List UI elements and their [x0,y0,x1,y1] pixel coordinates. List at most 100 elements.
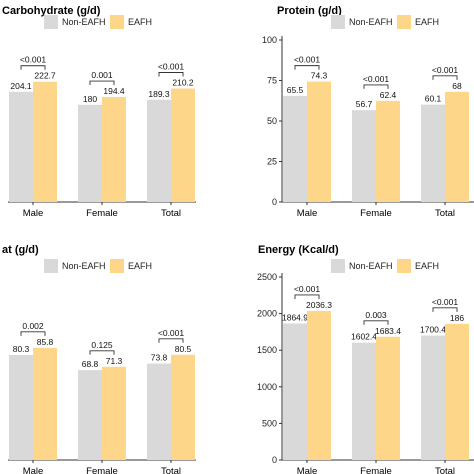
bar [307,81,331,202]
p-value-label: <0.001 [158,328,185,338]
bar [102,97,126,202]
bar [283,323,307,460]
legend-label: EAFH [128,17,152,27]
bar-value-label: 60.1 [425,94,442,104]
legend-swatch [110,15,124,29]
bar-value-label: 189.3 [148,89,170,99]
bar-value-label: 180 [83,94,97,104]
significance-bracket [432,307,458,312]
legend-label: Non-EAFH [62,17,106,27]
y-tick-label: 500 [262,418,277,428]
bar [171,88,195,202]
legend-label: Non-EAFH [62,261,106,271]
legend-swatch [331,259,345,273]
chart-panel-3: Energy (Kcal/d) Non-EAFH EAFH 0 500 1000 1500 2… [257,244,474,474]
y-tick-label: 1000 [257,382,277,392]
p-value-label: <0.001 [363,74,390,84]
x-category-label: Female [86,466,118,474]
x-category-label: Male [23,466,44,474]
x-category-label: Female [86,208,118,219]
bar [352,110,376,202]
bar-value-label: 210.2 [172,77,194,87]
significance-bracket [294,65,320,70]
bar-value-label: 222.7 [34,71,56,81]
bar-value-label: 194.4 [103,86,125,96]
legend-label: Non-EAFH [349,17,393,27]
bar [352,342,376,460]
bar [78,370,102,460]
bar [171,354,195,460]
bar-value-label: 68.8 [82,359,99,369]
chart-title: Energy (Kcal/d) [258,244,339,256]
bar [33,347,57,460]
p-value-label: <0.001 [20,55,47,65]
bar [445,323,469,460]
p-value-label: 0.003 [365,310,387,320]
y-tick-label: 75 [267,76,277,86]
p-value-label: 0.125 [91,340,113,350]
significance-bracket [89,80,115,86]
significance-bracket [158,338,184,343]
p-value-label: <0.001 [432,65,459,75]
bar [421,335,445,460]
bar-value-label: 204.1 [10,81,32,91]
legend-swatch [397,259,411,273]
bar-value-label: 1864.9 [282,312,308,322]
y-tick-label: 50 [267,116,277,126]
chart-panel-2: at (g/d) Non-EAFH EAFH Male 80.3 85.8 0.002 Fem… [2,244,196,474]
legend-swatch [44,259,58,273]
significance-bracket [89,350,115,355]
significance-bracket [20,65,46,70]
significance-bracket [363,84,389,89]
x-category-label: Female [360,208,392,219]
p-value-label: <0.001 [294,55,321,65]
chart-panel-0: Carbohydrate (g/d)Non-EAFH EAFHMale204.12… [2,5,196,219]
bar [307,310,331,460]
bar-value-label: 56.7 [356,99,373,109]
significance-bracket [20,331,46,336]
bar [9,91,33,202]
x-category-label: Female [360,466,392,474]
bar-value-label: 85.8 [37,337,54,347]
legend-label: EAFH [128,261,152,271]
bar [78,104,102,202]
bar [283,95,307,202]
bar-value-label: 1700.4 [420,325,446,335]
significance-bracket [432,75,458,80]
bar [102,366,126,460]
legend-swatch [44,15,58,29]
legend-label: EAFH [415,261,439,271]
x-category-label: Total [435,208,455,219]
bar [147,99,171,202]
bar [376,336,400,460]
p-value-label: 0.002 [22,321,44,331]
bar-value-label: 80.5 [175,344,192,354]
significance-bracket [158,72,184,77]
y-tick-label: 25 [267,157,277,167]
bar-value-label: 1602.4 [351,332,377,342]
x-category-label: Total [435,466,455,474]
chart-title: Protein (g/d) [277,5,342,17]
chart-title: at (g/d) [2,244,39,256]
bar [147,363,171,460]
y-tick-label: 1500 [257,345,277,355]
bar-value-label: 186 [450,313,464,323]
chart-panel-1: Protein (g/d) Non-EAFH EAFH 0 25 50 75 100 Male 6… [262,5,474,219]
x-category-label: Male [23,208,44,219]
y-tick-label: 2000 [257,309,277,319]
y-tick-label: 0 [272,455,277,465]
x-category-label: Total [161,466,181,474]
y-tick-label: 0 [272,197,277,207]
bar-value-label: 62.4 [380,90,397,100]
bar-value-label: 1683.4 [375,326,401,336]
p-value-label: <0.001 [294,284,321,294]
bar-value-label: 68 [452,81,462,91]
bar [33,81,57,202]
significance-bracket [363,320,389,325]
bar [9,355,33,460]
y-tick-label: 100 [262,35,277,45]
bar-value-label: 73.8 [151,353,168,363]
p-value-label: <0.001 [432,297,459,307]
x-category-label: Total [161,208,181,219]
